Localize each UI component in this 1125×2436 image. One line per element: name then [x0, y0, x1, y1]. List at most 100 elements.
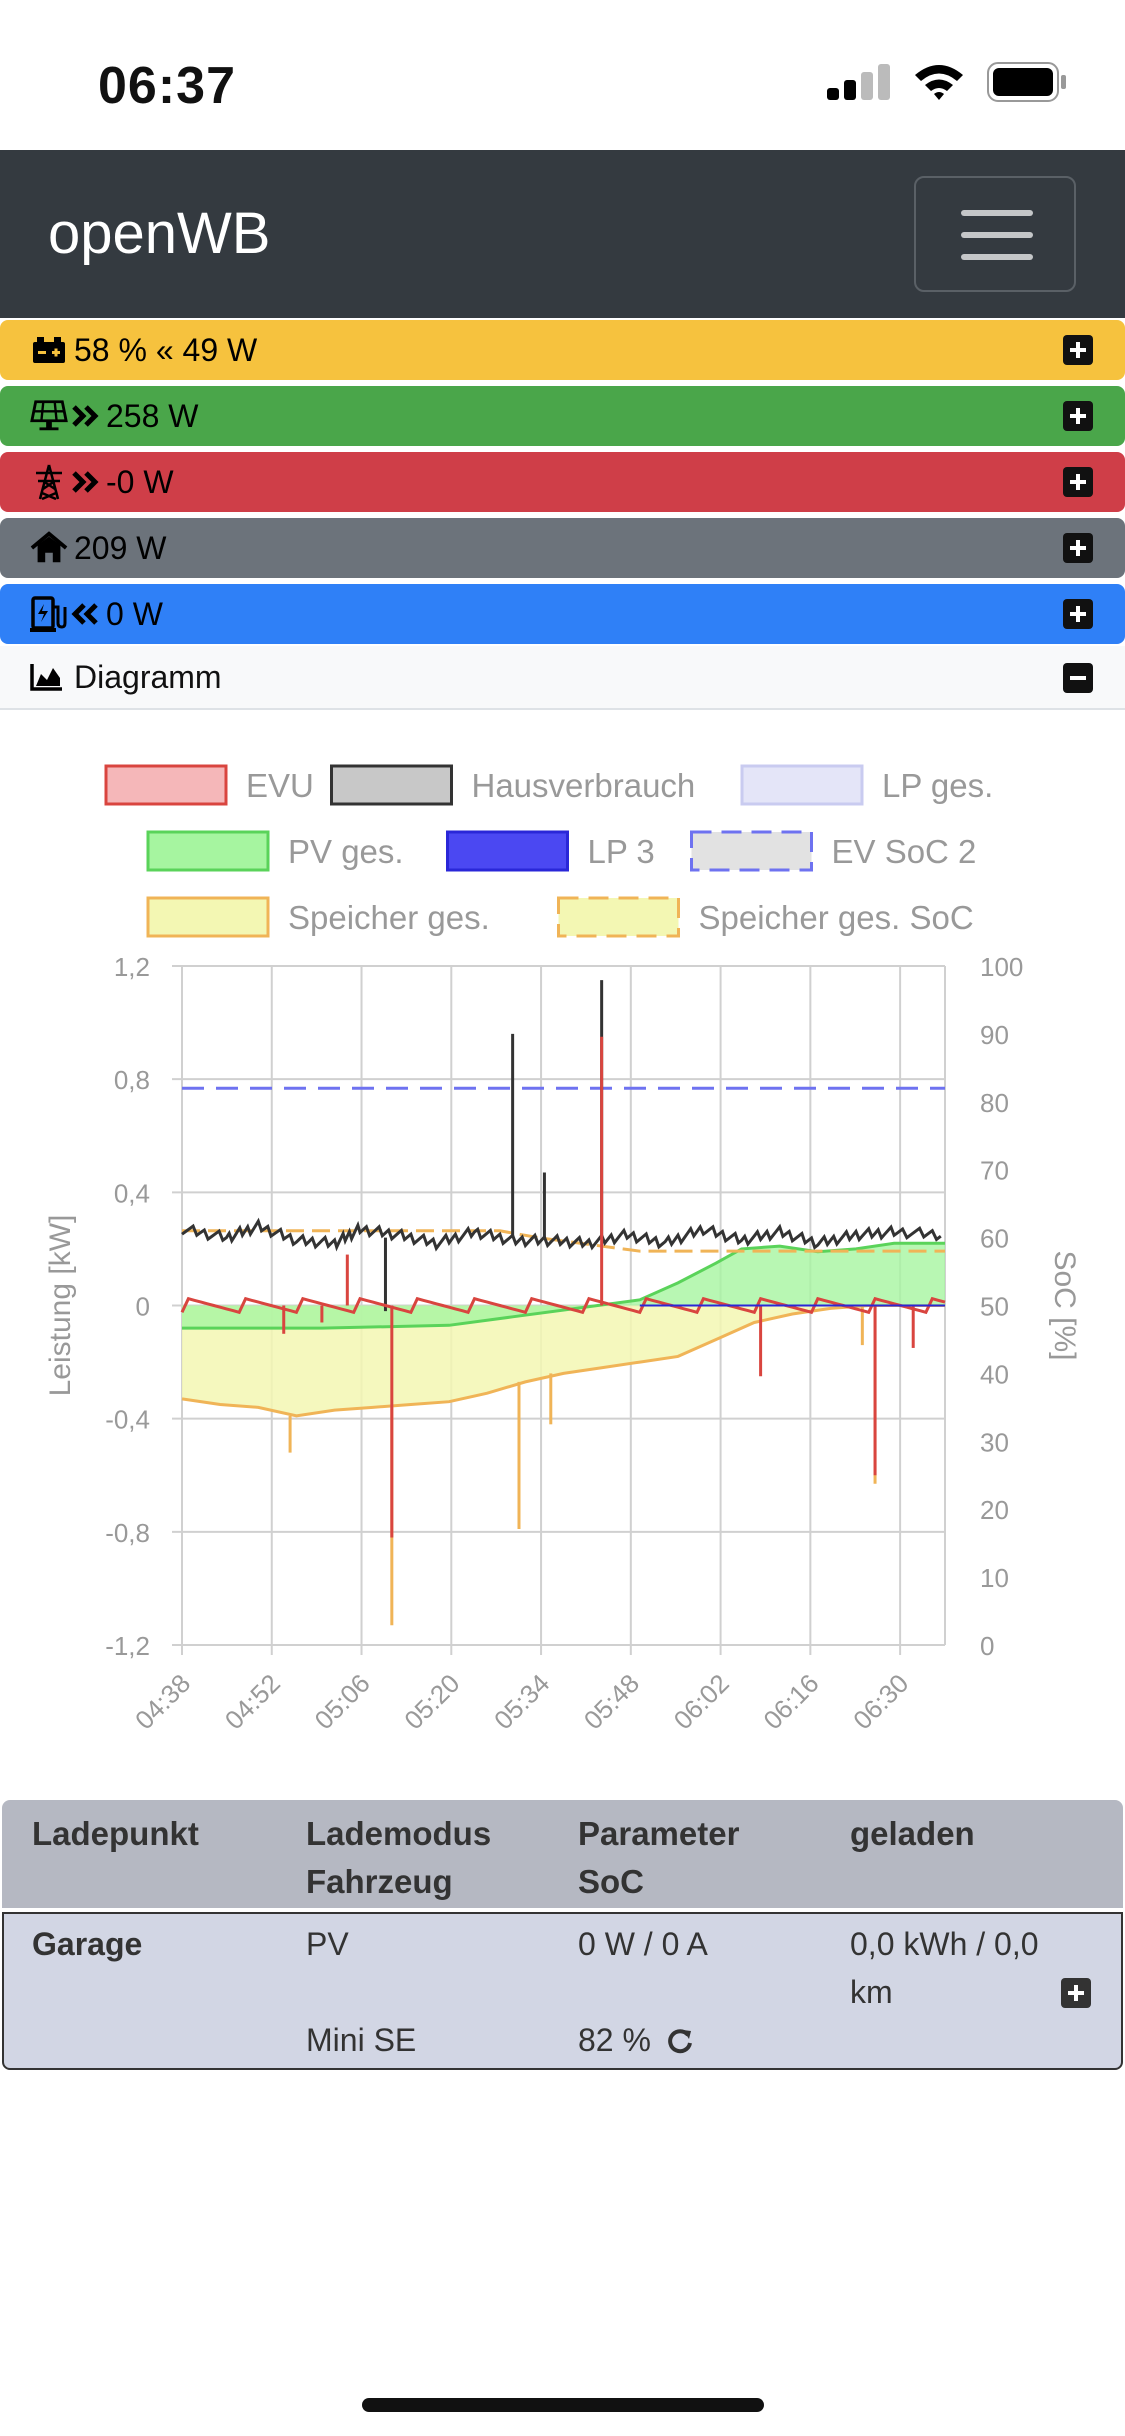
- legend-swatch: [330, 764, 453, 806]
- expand-chargepoint-button[interactable]: [1063, 599, 1093, 629]
- evu-line: [180, 1296, 946, 1315]
- legend-swatch: [557, 896, 680, 938]
- hamburger-line: [961, 210, 1033, 216]
- double-chevron-left-icon: [70, 595, 100, 633]
- expand-grid-button[interactable]: [1063, 467, 1093, 497]
- wifi-icon: [915, 65, 963, 100]
- legend-label: LP 3: [588, 833, 655, 870]
- legend-label: Speicher ges. SoC: [699, 899, 974, 936]
- battery-status-icon: [987, 62, 1066, 102]
- expand-battery-button[interactable]: [1063, 335, 1093, 365]
- legend-label: PV ges.: [288, 833, 404, 870]
- charged-amount: 0,0 kWh / 0,0 km: [850, 1926, 1039, 2010]
- legend-swatch: [104, 764, 228, 806]
- y2-tick-label: 40: [980, 1359, 1009, 1389]
- x-tick-label: 05:34: [488, 1668, 555, 1735]
- hausverbrauch-line: [181, 1217, 942, 1252]
- legend-swatch: [690, 830, 813, 872]
- house-power: 209 W: [74, 529, 167, 566]
- x-tick-label: 06:02: [668, 1668, 735, 1735]
- navbar: openWB: [0, 150, 1125, 318]
- table-header: Ladepunkt Lademodus Fahrzeug Parameter SoC…: [2, 1800, 1123, 1908]
- expand-row-button[interactable]: [1061, 1978, 1091, 2008]
- legend-label: LP ges.: [882, 767, 993, 804]
- x-tick-label: 05:06: [309, 1668, 376, 1735]
- expand-pv-button[interactable]: [1063, 401, 1093, 431]
- status-icons: [827, 62, 1067, 102]
- house-icon: [30, 529, 68, 567]
- power-pylon-icon: [30, 463, 68, 501]
- grid-power: -0 W: [106, 463, 174, 500]
- pv-bar[interactable]: 258 W: [0, 386, 1125, 446]
- y-tick-label: 0: [136, 1292, 150, 1322]
- speicher-soc-line: [182, 1229, 945, 1253]
- diagram-header[interactable]: Diagramm: [0, 646, 1125, 710]
- y2-tick-label: 20: [980, 1495, 1009, 1525]
- expand-house-button[interactable]: [1063, 533, 1093, 563]
- charge-parameter: 0 W / 0 A: [578, 1926, 708, 1962]
- pv-power: 258 W: [106, 397, 199, 434]
- y-tick-label: 1,2: [114, 952, 150, 982]
- battery-value: 58 % « 49 W: [74, 331, 258, 368]
- pv-line: [182, 1241, 945, 1330]
- legend-swatch: [146, 830, 270, 872]
- solar-panel-icon: [30, 397, 68, 435]
- chargepoint-bar[interactable]: 0 W: [0, 584, 1125, 644]
- pv-area: [182, 1243, 945, 1329]
- area-chart-icon: [30, 662, 66, 692]
- grid-bar[interactable]: -0 W: [0, 452, 1125, 512]
- y2-tick-label: 60: [980, 1224, 1009, 1254]
- legend-label: EVU: [246, 767, 314, 804]
- menu-toggle-button[interactable]: [914, 176, 1076, 292]
- vehicle-soc: 82 %: [578, 2016, 694, 2064]
- y2-tick-label: 100: [980, 952, 1023, 982]
- y-tick-label: -0,4: [105, 1405, 150, 1435]
- y2-tick-label: 70: [980, 1156, 1009, 1186]
- y2-tick-label: 50: [980, 1292, 1009, 1322]
- x-tick-label: 06:30: [847, 1668, 914, 1735]
- x-tick-label: 06:16: [757, 1668, 824, 1735]
- header-geladen: geladen: [850, 1815, 975, 1852]
- legend-swatch: [446, 830, 569, 872]
- header-parameter: Parameter SoC: [578, 1815, 740, 1900]
- legend-swatch: [740, 764, 864, 806]
- status-time: 06:37: [98, 57, 236, 115]
- house-bar[interactable]: 209 W: [0, 518, 1125, 578]
- x-tick-label: 05:48: [578, 1668, 645, 1735]
- hamburger-line: [961, 232, 1033, 238]
- y2-tick-label: 10: [980, 1563, 1009, 1593]
- collapse-diagram-button[interactable]: [1063, 663, 1093, 693]
- power-chart: EVU Hausverbrauch LP ges. PV ges. LP 3 EV SoC…: [44, 764, 1081, 1735]
- y2-tick-label: 90: [980, 1020, 1009, 1050]
- legend-swatch: [146, 896, 270, 938]
- y2-tick-label: 30: [980, 1427, 1009, 1457]
- refresh-icon[interactable]: [666, 2027, 694, 2055]
- y2-tick-label: 80: [980, 1088, 1009, 1118]
- legend-label: EV SoC 2: [832, 833, 977, 870]
- cellular-signal-icon: [827, 64, 890, 100]
- x-tick-label: 04:38: [129, 1668, 196, 1735]
- chargepoint-name: Garage: [32, 1926, 143, 1962]
- table-row[interactable]: Garage PV Mini SE 0 W / 0 A 82 % 0,0 kWh…: [2, 1912, 1123, 2070]
- y2-axis-title: SoC [%]: [1048, 1250, 1081, 1360]
- y-tick-label: -0,8: [105, 1518, 150, 1548]
- status-bar: 06:37: [0, 0, 1125, 150]
- battery-bar[interactable]: 58 % « 49 W: [0, 320, 1125, 380]
- x-tick-label: 05:20: [398, 1668, 465, 1735]
- x-tick-label: 04:52: [219, 1668, 286, 1735]
- header-lademodus: Lademodus Fahrzeug: [306, 1815, 492, 1900]
- double-chevron-right-icon: [70, 463, 100, 501]
- speicher-line: [181, 1304, 945, 1418]
- y-tick-label: 0,4: [114, 1178, 150, 1208]
- chargepoint-power: 0 W: [106, 595, 163, 632]
- speicher-area: [182, 1305, 945, 1416]
- hamburger-line: [961, 254, 1033, 260]
- y-tick-label: 0,8: [114, 1065, 150, 1095]
- brand-title[interactable]: openWB: [48, 201, 271, 266]
- y-tick-label: -1,2: [105, 1631, 150, 1661]
- charge-mode[interactable]: PV: [306, 1926, 349, 1962]
- diagram-label: Diagramm: [74, 658, 222, 695]
- header-ladepunkt: Ladepunkt: [32, 1815, 199, 1852]
- battery-icon: [30, 331, 68, 369]
- home-indicator: [362, 2398, 764, 2412]
